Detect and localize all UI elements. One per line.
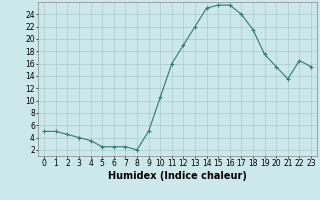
X-axis label: Humidex (Indice chaleur): Humidex (Indice chaleur) [108, 171, 247, 181]
